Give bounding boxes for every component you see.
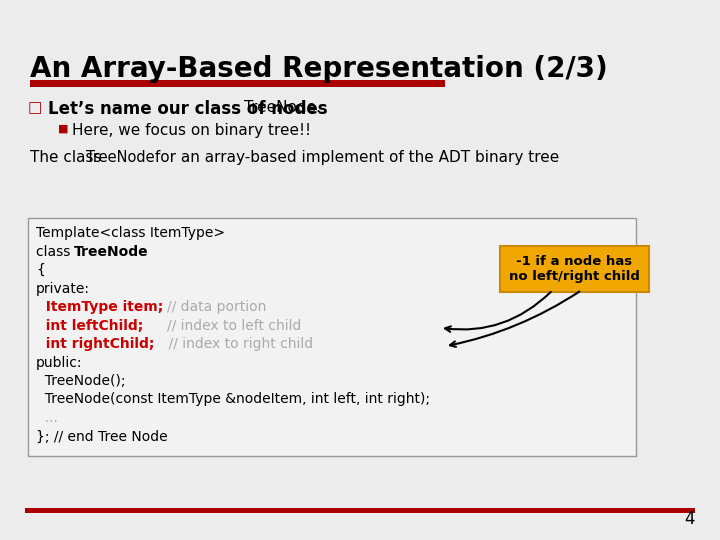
Text: ItemType item;: ItemType item;	[36, 300, 163, 314]
Text: int leftChild;: int leftChild;	[36, 319, 143, 333]
Text: Template<class ItemType>: Template<class ItemType>	[36, 226, 225, 240]
Text: Here, we focus on binary tree!!: Here, we focus on binary tree!!	[72, 123, 311, 138]
Text: □: □	[28, 100, 42, 115]
Text: {: {	[36, 263, 45, 277]
Text: 4: 4	[685, 510, 695, 528]
Text: public:: public:	[36, 355, 83, 369]
Text: TreeNode.: TreeNode.	[244, 100, 321, 115]
Text: TreeNode();: TreeNode();	[36, 374, 125, 388]
Text: -1 if a node has
no left/right child: -1 if a node has no left/right child	[509, 255, 640, 283]
Text: private:: private:	[36, 281, 90, 295]
Bar	[25, 508, 695, 513]
Text: TreeNode(const ItemType &nodeItem, int left, int right);: TreeNode(const ItemType &nodeItem, int l…	[36, 393, 430, 407]
Text: ■: ■	[58, 124, 68, 134]
Text: }; // end Tree Node: }; // end Tree Node	[36, 429, 168, 443]
Text: TreeNode: TreeNode	[74, 245, 148, 259]
Text: // index to right child: // index to right child	[138, 337, 313, 351]
Text: ...: ...	[36, 411, 58, 425]
Text: // index to left child: // index to left child	[132, 319, 302, 333]
Text: // data portion: // data portion	[132, 300, 266, 314]
Text: The class: The class	[30, 150, 107, 165]
Text: Let’s name our class of nodes: Let’s name our class of nodes	[48, 100, 333, 118]
Text: int rightChild;: int rightChild;	[36, 337, 154, 351]
Text: TreeNode: TreeNode	[86, 150, 155, 165]
Text: An Array-Based Representation (2/3): An Array-Based Representation (2/3)	[30, 55, 608, 83]
FancyBboxPatch shape	[500, 246, 649, 292]
Text: for an array-based implement of the ADT binary tree: for an array-based implement of the ADT …	[150, 150, 559, 165]
FancyBboxPatch shape	[28, 218, 636, 456]
Text: class: class	[36, 245, 75, 259]
Bar	[30, 80, 445, 87]
